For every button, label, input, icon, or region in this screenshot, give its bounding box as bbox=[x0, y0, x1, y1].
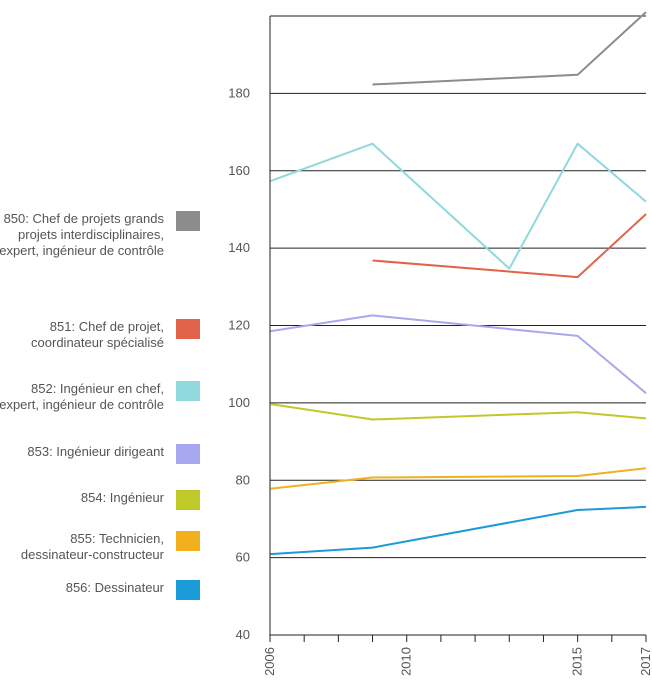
y-tick-label: 60 bbox=[236, 550, 250, 565]
series-line-854 bbox=[270, 403, 647, 421]
y-tick-label: 160 bbox=[228, 163, 250, 178]
legend-label: 855: Technicien, dessinateur-constructeu… bbox=[20, 531, 164, 562]
legend-item-852: 852: Ingénieur en chef, expert, ingénieu… bbox=[0, 381, 200, 413]
legend-label: 856: Dessinateur bbox=[65, 580, 164, 595]
legend-item-856: 856: Dessinateur bbox=[0, 580, 200, 600]
y-tick-label: 100 bbox=[228, 395, 250, 410]
legend-item-850: 850: Chef de projets grands projets inte… bbox=[0, 211, 200, 259]
axis-layer: 40 60 80 100 120 140 160 180 2006 2010 2015 2017 bbox=[228, 16, 652, 676]
legend-swatch bbox=[176, 319, 200, 339]
legend-item-855: 855: Technicien, dessinateur-constructeu… bbox=[0, 531, 200, 563]
x-tick-label: 2006 bbox=[262, 647, 277, 676]
legend-label: 853: Ingénieur dirigeant bbox=[27, 444, 164, 459]
legend-swatch bbox=[176, 490, 200, 510]
legend-item-851: 851: Chef de projet, coordinateur spécia… bbox=[0, 319, 200, 351]
series-line-850 bbox=[372, 11, 647, 86]
legend-swatch bbox=[176, 444, 200, 464]
series-line-856 bbox=[270, 505, 647, 556]
legend-label: 854: Ingénieur bbox=[80, 490, 164, 505]
legend-label: 850: Chef de projets grands projets inte… bbox=[0, 211, 164, 258]
x-tick-label: 2010 bbox=[399, 647, 414, 676]
y-tick-label: 80 bbox=[236, 472, 250, 487]
legend-swatch bbox=[176, 531, 200, 551]
series-line-852 bbox=[270, 142, 647, 270]
grid-layer bbox=[270, 15, 646, 559]
x-tick-label: 2017 bbox=[638, 647, 652, 676]
y-tick-label: 40 bbox=[236, 627, 250, 642]
y-tick-label: 140 bbox=[228, 240, 250, 255]
legend-label: 852: Ingénieur en chef, expert, ingénieu… bbox=[0, 381, 164, 412]
legend-swatch bbox=[176, 211, 200, 231]
series-line-853 bbox=[270, 314, 647, 394]
series-line-851 bbox=[372, 213, 647, 279]
legend-swatch bbox=[176, 580, 200, 600]
x-tick-label: 2015 bbox=[570, 647, 585, 676]
y-tick-label: 120 bbox=[228, 318, 250, 333]
legend-swatch bbox=[176, 381, 200, 401]
legend-label: 851: Chef de projet, coordinateur spécia… bbox=[31, 319, 164, 350]
legend-item-853: 853: Ingénieur dirigeant bbox=[0, 444, 200, 464]
series-line-855 bbox=[270, 467, 647, 490]
series-layer bbox=[270, 11, 647, 556]
y-tick-label: 180 bbox=[228, 85, 250, 100]
legend-item-854: 854: Ingénieur bbox=[0, 490, 200, 510]
